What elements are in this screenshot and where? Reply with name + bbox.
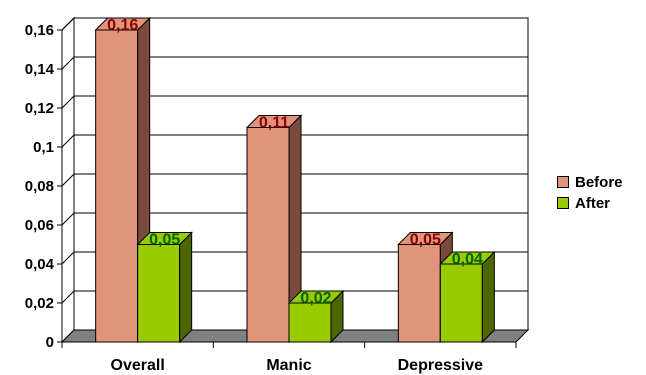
bar-after-depressive-top bbox=[439, 251, 496, 265]
x-category-label: Manic bbox=[266, 357, 311, 374]
legend-item-before: Before bbox=[557, 172, 623, 192]
legend: Before After bbox=[557, 172, 623, 214]
data-label-after-overall: 0,05 bbox=[149, 232, 180, 249]
x-category-label: Depressive bbox=[398, 357, 483, 374]
y-tick-label: 0,04 bbox=[25, 256, 55, 273]
bar-after-depressive bbox=[439, 263, 483, 343]
y-tick-label: 0,14 bbox=[25, 61, 55, 78]
gridline-diagonal bbox=[61, 251, 75, 265]
gridline-diagonal bbox=[61, 17, 75, 31]
y-tick-label: 0,06 bbox=[25, 217, 54, 234]
bar-before-depressive-top bbox=[397, 232, 454, 245]
bar-after-manic-top bbox=[287, 290, 345, 304]
data-label-before-overall: 0,16 bbox=[107, 17, 138, 34]
bar-after-manic bbox=[288, 302, 332, 343]
legend-label-before: Before bbox=[575, 173, 623, 191]
x-category-label: Overall bbox=[111, 357, 165, 374]
bars bbox=[94, 16, 496, 344]
bar-before-overall bbox=[95, 29, 139, 343]
legend-swatch-before bbox=[557, 176, 569, 188]
y-tick-label: 0,02 bbox=[25, 295, 54, 312]
data-label-before-depressive: 0,05 bbox=[410, 232, 441, 249]
bar-before-manic bbox=[246, 127, 290, 343]
data-labels: 0,16 0,05 0,11 0,02 0,05 0,04 bbox=[107, 17, 483, 307]
legend-swatch-after bbox=[557, 197, 569, 209]
gridline-diagonal bbox=[61, 95, 75, 109]
gridline-diagonal bbox=[61, 56, 75, 70]
y-tick-label: 0,16 bbox=[25, 22, 54, 39]
y-tick-label: 0 bbox=[46, 334, 54, 351]
bar-after-overall bbox=[137, 244, 181, 343]
legend-label-after: After bbox=[575, 194, 611, 212]
bar-before-overall-top bbox=[94, 17, 151, 31]
bar-after-depressive-side bbox=[481, 250, 495, 344]
data-label-before-manic: 0,11 bbox=[259, 115, 289, 132]
data-label-after-depressive: 0,04 bbox=[452, 251, 483, 268]
gridline-diagonal bbox=[61, 290, 75, 304]
gridline-diagonal bbox=[61, 173, 75, 187]
bar-before-manic-top bbox=[245, 115, 303, 128]
gridline-diagonal bbox=[61, 212, 75, 226]
y-tick-label: 0,08 bbox=[25, 178, 54, 195]
bar-before-depressive bbox=[397, 244, 441, 343]
y-tick-label: 0,12 bbox=[25, 100, 54, 117]
legend-item-after: After bbox=[557, 193, 623, 213]
bar-after-overall-top bbox=[136, 232, 193, 245]
data-label-after-manic: 0,02 bbox=[300, 290, 331, 307]
bar-after-overall-side bbox=[179, 231, 193, 344]
y-tick-label: 0,1 bbox=[33, 139, 54, 156]
gridline-diagonal bbox=[61, 134, 75, 148]
